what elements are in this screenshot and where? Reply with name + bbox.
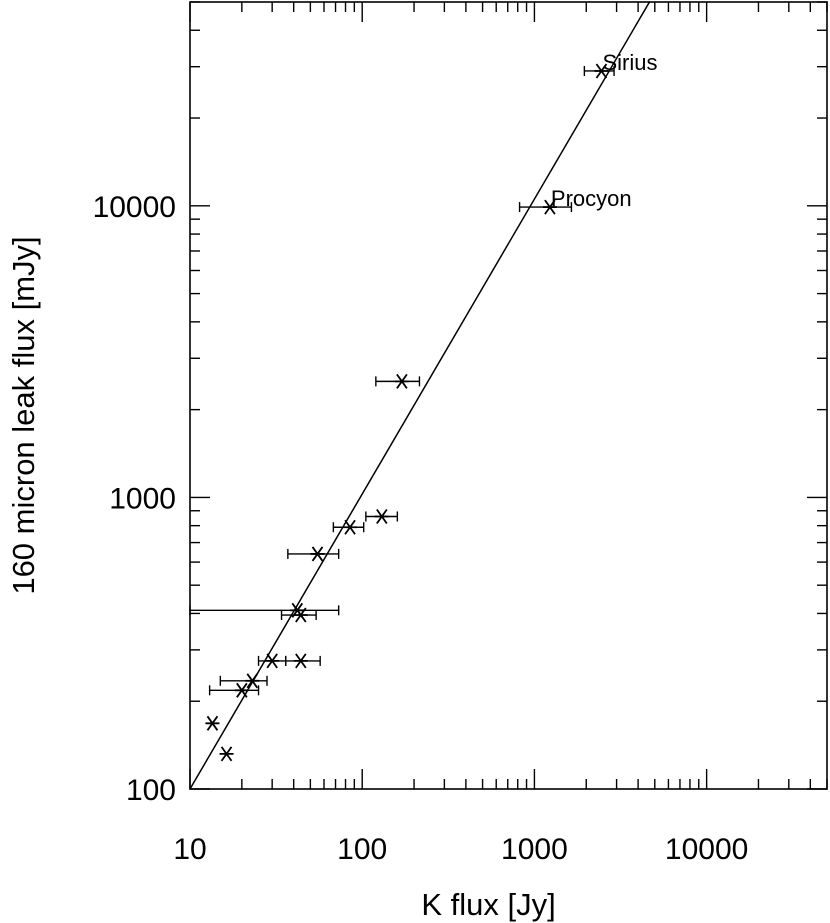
data-point [287, 546, 340, 562]
asterisk-marker [310, 546, 325, 562]
x-tick-label: 10000 [665, 833, 748, 866]
data-point [365, 508, 399, 525]
annotations: Sirius Procyon [551, 50, 658, 211]
asterisk-marker [219, 746, 234, 762]
data-point [219, 673, 268, 689]
data-point [285, 653, 321, 669]
asterisk-marker [343, 519, 358, 535]
asterisk-marker [293, 653, 308, 669]
data-point [280, 607, 317, 623]
asterisk-marker [394, 373, 409, 389]
asterisk-marker [293, 607, 308, 623]
asterisk-marker [205, 715, 220, 731]
y-axis-label: 160 micron leak flux [mJy] [6, 236, 41, 594]
y-tick-label: 100 [126, 774, 176, 807]
x-tick-label: 100 [337, 833, 387, 866]
fit-line-segment [190, 2, 651, 789]
point-annotation: Sirius [602, 50, 657, 75]
asterisk-marker [245, 673, 260, 689]
data-point [518, 199, 573, 215]
data-points [189, 63, 615, 762]
asterisk-marker [594, 63, 609, 79]
data-point [375, 373, 421, 389]
y-tick-label: 1000 [109, 482, 176, 515]
x-axis-label: K flux [Jy] [421, 887, 555, 922]
data-point [205, 715, 220, 731]
y-tick-label: 10000 [93, 191, 176, 224]
x-tick-label: 10 [173, 833, 206, 866]
data-point [208, 682, 260, 698]
point-annotation: Procyon [551, 186, 632, 211]
axis-ticks [189, 1, 828, 790]
data-point [332, 519, 365, 535]
data-point [583, 63, 615, 79]
asterisk-marker [265, 653, 280, 669]
asterisk-marker [374, 508, 389, 525]
data-point [219, 746, 234, 762]
asterisk-marker [542, 199, 557, 215]
plot-frame [189, 1, 828, 790]
tick-labels: 10 100 1000 10000 100 1000 10000 [93, 191, 749, 866]
asterisk-marker [234, 682, 249, 698]
x-tick-label: 1000 [501, 833, 568, 866]
fit-line [190, 2, 651, 789]
